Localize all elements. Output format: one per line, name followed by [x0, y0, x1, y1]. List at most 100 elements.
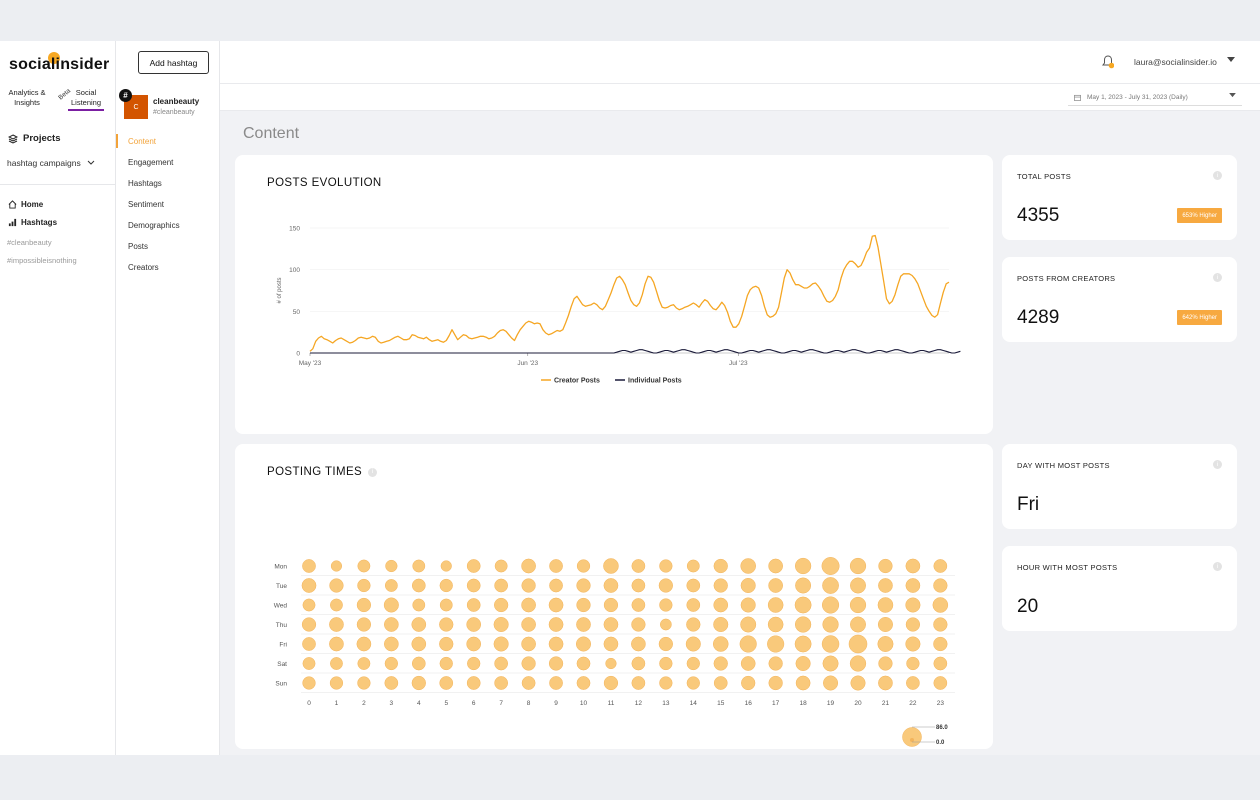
- bubble: [466, 676, 481, 690]
- bubble: [712, 636, 729, 652]
- bubble: [822, 616, 839, 633]
- legend-label: Creator Posts: [554, 378, 600, 385]
- bubble: [493, 616, 509, 633]
- column-label: 12: [635, 700, 643, 707]
- bubble: [301, 578, 317, 593]
- kpi-title: POSTS FROM CREATORS: [1017, 274, 1116, 283]
- bubble: [357, 657, 371, 670]
- kpi-total-posts: TOTAL POSTS i 4355 653% Higher: [1002, 155, 1237, 240]
- subnav-item-demographics[interactable]: Demographics: [128, 221, 180, 230]
- bubble: [906, 676, 920, 690]
- bubble: [794, 616, 812, 633]
- bubble: [521, 597, 536, 613]
- caret-down-icon[interactable]: [1227, 57, 1235, 63]
- bubble: [603, 675, 619, 691]
- bubble: [631, 559, 646, 573]
- bubble: [878, 578, 893, 593]
- subnav-item-creators[interactable]: Creators: [128, 263, 159, 272]
- bubble: [385, 559, 398, 573]
- tab-analytics-insights[interactable]: Analytics & Insights: [8, 88, 46, 107]
- kpi-hour-most-posts: HOUR WITH MOST POSTS i 20: [1002, 546, 1237, 631]
- x-tick-label: Jul '23: [729, 360, 748, 367]
- sidebar-item-hashtags[interactable]: Hashtags: [8, 218, 57, 227]
- bubble: [384, 636, 399, 652]
- bubble: [411, 578, 426, 593]
- bubble: [521, 656, 536, 671]
- bubble: [878, 558, 893, 574]
- posting-times-title: POSTING TIMES: [267, 466, 363, 478]
- legend-bubble-min: [910, 738, 914, 742]
- subnav-item-content[interactable]: Content: [128, 137, 157, 146]
- user-email[interactable]: laura@socialinsider.io: [1134, 57, 1217, 67]
- row-label: Sun: [275, 681, 287, 688]
- subnav-item-hashtags[interactable]: Hashtags: [128, 179, 162, 188]
- column-label: 8: [527, 700, 531, 707]
- bubble: [768, 675, 783, 691]
- project-selected: hashtag campaigns: [7, 158, 81, 168]
- divider: [0, 184, 116, 185]
- kpi-value: 4289: [1017, 307, 1060, 328]
- bubble: [548, 597, 564, 613]
- bubble: [905, 578, 921, 593]
- row-label: Sat: [277, 661, 287, 668]
- bubble: [685, 636, 701, 652]
- sidebar-hashtag-impossibleisnothing[interactable]: #impossibleisnothing: [7, 256, 77, 265]
- bubble: [549, 578, 563, 593]
- bubble: [822, 655, 839, 672]
- bubble: [494, 559, 508, 573]
- date-range-select[interactable]: May 1, 2023 - July 31, 2023 (Daily): [1068, 90, 1242, 106]
- project-select[interactable]: hashtag campaigns: [7, 158, 95, 168]
- main-sidebar: socialinsider Analytics & Insights Socia…: [0, 41, 116, 755]
- bubble: [849, 596, 867, 614]
- column-label: 1: [335, 700, 339, 707]
- date-range-value: May 1, 2023 - July 31, 2023 (Daily): [1087, 94, 1188, 101]
- series-line-creator-posts: [309, 234, 950, 352]
- bubble: [548, 617, 564, 632]
- bubble: [686, 559, 700, 573]
- sidebar-hashtag-cleanbeauty[interactable]: #cleanbeauty: [7, 238, 52, 247]
- bubble: [631, 617, 646, 632]
- row-label: Fri: [279, 642, 287, 649]
- bubble: [686, 578, 701, 593]
- add-hashtag-button[interactable]: Add hashtag: [138, 51, 209, 74]
- tab-social-listening[interactable]: Social Listening: [68, 88, 104, 111]
- bell-icon[interactable]: [1102, 55, 1114, 69]
- kpi-badge: 653% Higher: [1177, 208, 1222, 223]
- bubble: [575, 636, 592, 652]
- bubble: [821, 557, 840, 575]
- info-icon[interactable]: i: [1213, 171, 1222, 180]
- projects-header[interactable]: Projects: [8, 133, 61, 144]
- info-icon[interactable]: i: [1213, 460, 1222, 469]
- subnav-item-sentiment[interactable]: Sentiment: [128, 200, 165, 209]
- bubble: [878, 656, 893, 671]
- info-icon[interactable]: i: [1213, 273, 1222, 282]
- bubble: [466, 559, 481, 573]
- x-tick-label: May '23: [299, 360, 322, 367]
- series-line-individual-posts: [310, 349, 961, 354]
- logo[interactable]: socialinsider: [9, 56, 110, 73]
- bubble: [767, 635, 785, 653]
- column-label: 11: [608, 700, 615, 707]
- bubble: [821, 635, 840, 653]
- bubble: [439, 676, 454, 690]
- info-icon[interactable]: i: [1213, 562, 1222, 571]
- legend-label: Individual Posts: [628, 378, 682, 385]
- subnav-item-posts[interactable]: Posts: [128, 242, 149, 251]
- bubble: [521, 636, 536, 652]
- bubble: [877, 597, 894, 613]
- bubble: [795, 675, 811, 691]
- layers-icon: [8, 133, 18, 144]
- subnav-item-engagement[interactable]: Engagement: [128, 158, 174, 167]
- calendar-icon: [1074, 94, 1081, 101]
- bubble: [329, 617, 344, 632]
- bubble: [848, 634, 868, 654]
- bubble: [384, 579, 398, 592]
- bubble: [412, 598, 426, 612]
- info-icon[interactable]: i: [368, 467, 378, 477]
- mode-tabs: Analytics & Insights Social Listening: [0, 88, 116, 114]
- hashtag-card[interactable]: # C cleanbeauty #cleanbeauty: [118, 89, 218, 123]
- row-label: Thu: [276, 622, 288, 629]
- bubble: [878, 675, 893, 691]
- sidebar-item-home[interactable]: Home: [8, 200, 43, 209]
- bubble: [576, 578, 591, 593]
